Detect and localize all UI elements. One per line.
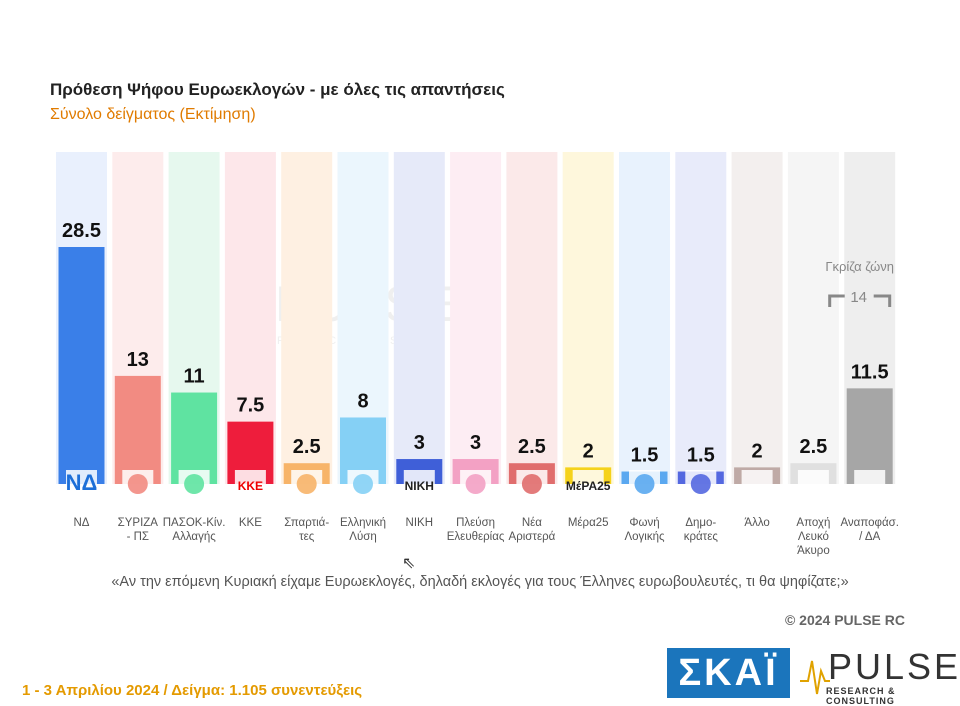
data-label-14: 11.5	[851, 361, 889, 383]
pulse-logo-tagline: RESEARCH & CONSULTING	[826, 686, 896, 706]
data-label-11: 1.5	[687, 445, 715, 467]
category-label-4-1: τες	[299, 531, 315, 543]
category-label-4-0: Σπαρτιά-	[284, 517, 329, 529]
category-label-13-2: Άκυρο	[797, 545, 830, 557]
party-logo-mark-1	[127, 474, 148, 494]
party-logo-12	[741, 470, 773, 498]
category-label-10-0: Φωνή	[629, 517, 659, 529]
party-logo-text-3: ΚΚΕ	[238, 479, 263, 493]
data-label-2: 11	[184, 366, 205, 388]
category-label-0-0: ΝΔ	[74, 517, 90, 529]
category-label-14-0: Αναποφάσ.	[840, 517, 898, 529]
bar-0	[58, 247, 105, 484]
category-label-12-0: Άλλο	[744, 517, 769, 529]
category-label-1-0: ΣΥΡΙΖΑ	[118, 517, 159, 529]
column-bg-13	[787, 152, 839, 484]
data-label-12: 2	[752, 440, 763, 462]
data-label-6: 3	[414, 432, 425, 454]
column-bg-10	[619, 152, 670, 484]
party-logo-mark-4	[296, 474, 317, 494]
bar-2	[171, 392, 218, 484]
category-label-11-0: Δημο-	[685, 517, 716, 529]
column-bg-7	[450, 152, 502, 484]
party-logo-9	[572, 470, 604, 498]
category-label-14-1: / ΔΑ	[859, 531, 880, 543]
category-label-8-1: Αριστερά	[509, 531, 556, 543]
column-bg-6	[393, 152, 445, 484]
category-label-6-0: ΝΙΚΗ	[406, 517, 433, 529]
category-label-5-1: Λύση	[349, 531, 376, 543]
data-label-3: 7.5	[236, 395, 264, 417]
category-label-10-1: Λογικής	[624, 531, 665, 543]
pulse-logo: PULSE RESEARCH & CONSULTING	[800, 646, 958, 706]
party-logo-3	[234, 470, 266, 498]
party-logo-mark-8	[521, 474, 542, 494]
grey-zone-value: 14	[850, 289, 867, 306]
category-label-5-0: Ελληνική	[340, 517, 386, 529]
survey-question: «Αν την επόμενη Κυριακή είχαμε Ευρωεκλογ…	[111, 574, 849, 590]
data-label-4: 2.5	[293, 436, 321, 458]
survey-footer: 1 - 3 Απριλίου 2024 / Δείγμα: 1.105 συνε…	[22, 682, 363, 699]
category-label-3-0: ΚΚΕ	[239, 517, 262, 529]
data-label-8: 2.5	[518, 436, 546, 458]
bar-1	[114, 375, 161, 484]
grey-zone-bracket-right	[873, 294, 892, 307]
data-label-0: 28.5	[62, 220, 101, 242]
mouse-cursor-icon: ⇖	[402, 555, 416, 572]
party-logo-mark-10	[634, 474, 655, 494]
party-logo-13	[797, 470, 829, 498]
category-label-7-0: Πλεύση	[456, 517, 495, 529]
category-label-2-0: ΠΑΣΟΚ-Κίν.	[163, 517, 226, 529]
column-bg-12	[731, 152, 783, 484]
party-logo-mark-7	[465, 474, 486, 494]
data-label-7: 3	[470, 432, 481, 454]
category-label-13-0: Αποχή	[796, 517, 830, 529]
category-label-2-1: Αλλαγής	[172, 531, 216, 543]
category-label-8-0: Νέα	[522, 517, 542, 529]
party-logo-text-9: ΜέΡΑ25	[566, 479, 611, 493]
category-label-13-1: Λευκό	[798, 531, 829, 543]
party-logo-text-0: ΝΔ	[66, 470, 98, 495]
party-logo-14	[854, 470, 886, 498]
copyright: © 2024 PULSE RC	[784, 612, 905, 628]
chart-title: Πρόθεση Ψήφου Ευρωεκλογών - με όλες τις …	[50, 80, 505, 99]
data-label-13: 2.5	[799, 436, 827, 458]
bar-14	[846, 388, 893, 484]
column-bg-9	[562, 152, 614, 484]
skai-logo: ΣΚΑΪ	[667, 648, 790, 698]
grey-zone-bracket-left	[828, 294, 845, 307]
column-bg-8	[506, 152, 558, 484]
category-label-1-1: - ΠΣ	[127, 531, 149, 543]
pulse-logo-word: PULSE	[828, 646, 960, 687]
party-logo-mark-5	[353, 474, 373, 494]
party-logo-0	[66, 470, 97, 498]
data-label-1: 13	[127, 349, 149, 371]
data-label-5: 8	[357, 390, 368, 412]
category-label-7-1: Ελευθερίας	[447, 531, 505, 543]
party-logo-text-6: ΝΙΚΗ	[405, 479, 434, 493]
column-bg-4	[281, 152, 333, 484]
party-logo-mark-2	[184, 474, 205, 494]
grey-zone-label: Γκρίζα ζώνη	[825, 259, 894, 274]
category-label-11-1: κράτες	[684, 531, 719, 543]
column-bg-11	[675, 152, 727, 484]
data-label-10: 1.5	[631, 445, 659, 467]
party-logo-mark-11	[690, 474, 711, 494]
category-label-9-0: Μέρα25	[568, 517, 609, 529]
data-label-9: 2	[583, 440, 594, 462]
party-logo-6	[403, 470, 435, 498]
chart-subtitle: Σύνολο δείγματος (Εκτίμηση)	[50, 106, 256, 123]
